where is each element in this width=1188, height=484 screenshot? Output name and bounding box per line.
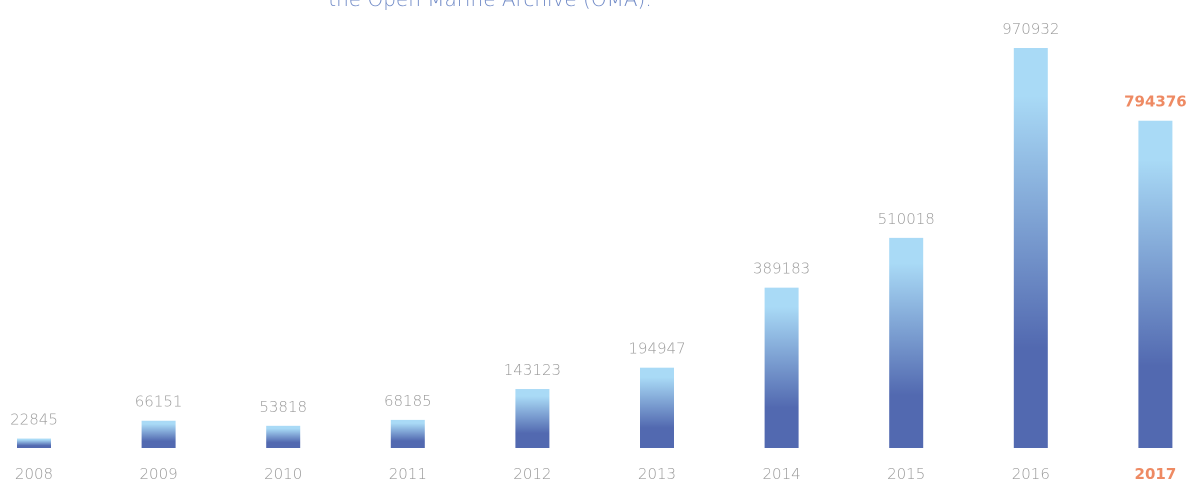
bar bbox=[515, 389, 550, 448]
bar bbox=[390, 419, 425, 448]
bar bbox=[266, 425, 301, 448]
bar bbox=[640, 367, 674, 448]
value-label: 194947 bbox=[628, 340, 685, 358]
bar bbox=[17, 438, 51, 448]
bar bbox=[1138, 120, 1173, 449]
bar bbox=[764, 287, 799, 448]
bar bbox=[1013, 48, 1048, 448]
x-tick-label: 2010 bbox=[264, 465, 302, 483]
x-tick-label: 2012 bbox=[513, 465, 551, 483]
x-tick-label: 2014 bbox=[763, 465, 801, 483]
value-label: 389183 bbox=[753, 260, 810, 278]
x-tick-label: 2013 bbox=[638, 465, 676, 483]
x-tick-label: 2017 bbox=[1135, 465, 1177, 483]
x-tick-label: 2015 bbox=[887, 465, 925, 483]
value-label: 510018 bbox=[878, 210, 935, 228]
value-label: 143123 bbox=[504, 361, 561, 379]
value-label: 22845 bbox=[10, 411, 58, 429]
x-tick-label: 2008 bbox=[15, 465, 53, 483]
x-tick-label: 2016 bbox=[1012, 465, 1050, 483]
x-tick-label: 2011 bbox=[389, 465, 427, 483]
value-label: 66151 bbox=[135, 393, 183, 411]
x-tick-label: 2009 bbox=[140, 465, 178, 483]
value-label: 970932 bbox=[1002, 20, 1059, 38]
bar bbox=[141, 420, 176, 448]
value-label: 68185 bbox=[384, 392, 432, 410]
bar bbox=[889, 237, 924, 448]
value-label: 794376 bbox=[1124, 93, 1187, 111]
chart-title: the Open Marine Archive (OMA). bbox=[328, 0, 651, 11]
value-label: 53818 bbox=[259, 398, 307, 416]
